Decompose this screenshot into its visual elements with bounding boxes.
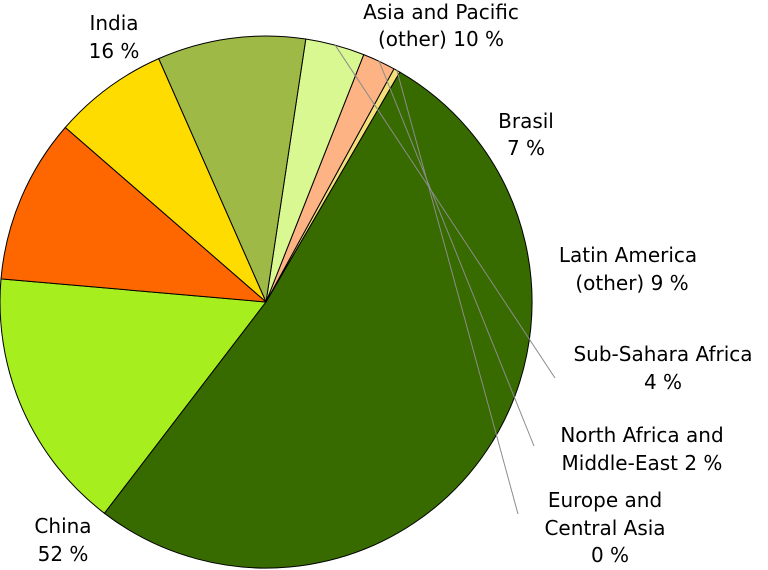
leader-line-europe-central-asia (396, 70, 519, 515)
label-asia-pacific-value: (other) 10 % (378, 27, 504, 51)
label-sub-sahara-value: 4 % (644, 370, 682, 394)
leader-lines (334, 44, 556, 515)
label-china-value: 52 % (38, 542, 89, 566)
pie-slice-brasil (64, 58, 267, 303)
label-europe-name-2: Central Asia (544, 516, 665, 540)
label-europe-name: Europe and (548, 488, 662, 512)
label-north-africa-value: Middle-East 2 % (562, 451, 723, 475)
leader-line-sub-sahara-africa (334, 44, 556, 379)
label-india-name: India (89, 11, 138, 35)
label-china-name: China (34, 514, 91, 538)
pie-slices (0, 35, 533, 569)
label-asia-pacific-name: Asia and Pacific (363, 0, 519, 24)
label-latin-america-value: (other) 9 % (575, 271, 688, 295)
label-europe-value: 0 % (591, 543, 629, 567)
label-sub-sahara-name: Sub-Sahara Africa (573, 342, 752, 366)
label-north-africa-name: North Africa and (560, 423, 723, 447)
pie-slice-india (0, 278, 267, 514)
pie-slice-china (103, 71, 533, 569)
label-brasil-name: Brasil (498, 109, 554, 133)
label-latin-america-name: Latin America (559, 243, 697, 267)
pie-slice-latin-america-other (158, 35, 307, 303)
label-india-value: 16 % (89, 39, 140, 63)
label-brasil-value: 7 % (507, 136, 545, 160)
leader-line-north-africa-middle-east (378, 61, 535, 447)
pie-slice-asia-pacific-other (0, 126, 267, 303)
